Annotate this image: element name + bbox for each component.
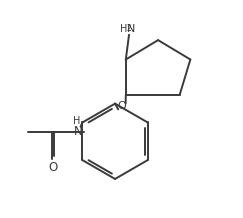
Text: O: O: [48, 161, 57, 174]
Text: O: O: [118, 101, 126, 111]
Text: N: N: [74, 125, 83, 138]
Text: N: N: [127, 24, 135, 34]
Text: H: H: [120, 24, 127, 34]
Text: 2: 2: [127, 24, 131, 33]
Text: H: H: [73, 116, 80, 126]
